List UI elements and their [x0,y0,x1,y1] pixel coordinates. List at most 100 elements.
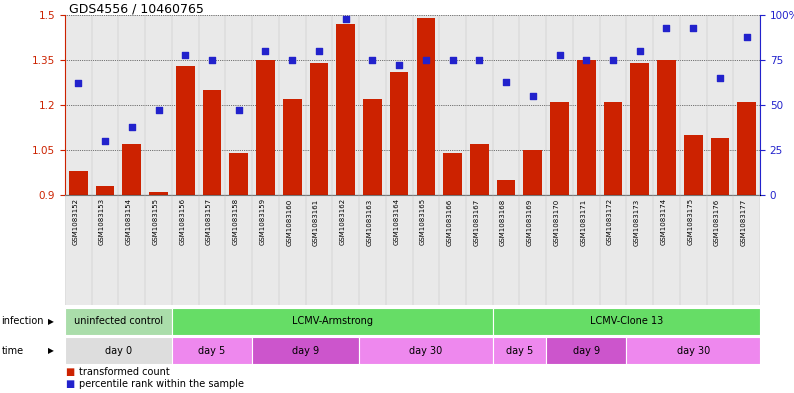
Bar [523,150,542,195]
Point [473,57,486,63]
Text: GSM1083167: GSM1083167 [473,198,480,246]
Bar [734,15,760,195]
Bar [149,192,168,195]
Point [446,57,459,63]
Bar [386,195,413,305]
Bar [96,186,114,195]
Text: time: time [2,345,24,356]
Point [580,57,592,63]
Bar [363,99,382,195]
Text: GSM1083174: GSM1083174 [661,198,666,245]
Text: ▶: ▶ [48,346,54,355]
Text: uninfected control: uninfected control [74,316,163,327]
Bar [172,337,252,364]
Text: GSM1083155: GSM1083155 [152,198,159,245]
Bar [707,195,734,305]
Point [179,51,191,58]
Text: percentile rank within the sample: percentile rank within the sample [79,379,245,389]
Bar [466,195,493,305]
Bar [603,102,622,195]
Text: day 9: day 9 [292,345,319,356]
Point [366,57,379,63]
Point [206,57,218,63]
Bar [599,15,626,195]
Text: transformed count: transformed count [79,367,170,377]
Bar [198,195,225,305]
Bar [680,195,707,305]
Bar [283,99,302,195]
Text: GSM1083177: GSM1083177 [741,198,746,246]
Point [286,57,299,63]
Point [740,33,753,40]
Text: GSM1083164: GSM1083164 [393,198,399,245]
Bar [333,15,359,195]
Text: GSM1083157: GSM1083157 [206,198,212,245]
Point [687,24,700,31]
Bar [65,195,92,305]
Bar [118,195,145,305]
Bar [359,337,493,364]
Text: GSM1083166: GSM1083166 [446,198,453,246]
Bar [707,15,734,195]
Bar [65,308,172,335]
Bar [390,72,408,195]
Bar [466,15,493,195]
Point [393,62,406,68]
Bar [546,195,573,305]
Point [553,51,566,58]
Text: day 5: day 5 [506,345,533,356]
Bar [626,337,760,364]
Bar [734,195,760,305]
Bar [202,90,222,195]
Bar [470,144,488,195]
Text: day 5: day 5 [198,345,225,356]
Bar [306,195,333,305]
Bar [493,15,519,195]
Text: ▶: ▶ [48,317,54,326]
Bar [577,60,596,195]
Bar [198,15,225,195]
Point [313,48,326,54]
Bar [118,15,145,195]
Bar [122,144,141,195]
Text: GSM1083176: GSM1083176 [714,198,720,246]
Bar [359,15,386,195]
Bar [550,102,569,195]
Text: GSM1083172: GSM1083172 [607,198,613,245]
Bar [65,337,172,364]
Bar [359,195,386,305]
Point [339,15,352,22]
Text: day 30: day 30 [409,345,442,356]
Text: infection: infection [2,316,44,327]
Text: GDS4556 / 10460765: GDS4556 / 10460765 [69,2,204,15]
Point [152,107,165,114]
Bar [573,195,599,305]
Bar [493,308,760,335]
Text: GSM1083165: GSM1083165 [420,198,426,245]
Point [526,93,539,99]
Bar [337,24,355,195]
Text: day 30: day 30 [676,345,710,356]
Bar [279,195,306,305]
Bar [65,15,92,195]
Bar [386,15,413,195]
Point [233,107,245,114]
Point [125,123,138,130]
Bar [630,63,649,195]
Text: GSM1083154: GSM1083154 [125,198,132,245]
Text: GSM1083169: GSM1083169 [526,198,533,246]
Bar [546,337,626,364]
Point [419,57,432,63]
Bar [519,195,546,305]
Text: GSM1083171: GSM1083171 [580,198,586,246]
Bar [413,15,439,195]
Bar [252,337,359,364]
Bar [252,15,279,195]
Bar [69,171,87,195]
Bar [225,15,252,195]
Bar [145,15,172,195]
Text: day 9: day 9 [572,345,599,356]
Bar [310,63,328,195]
Point [660,24,673,31]
Point [72,80,85,86]
